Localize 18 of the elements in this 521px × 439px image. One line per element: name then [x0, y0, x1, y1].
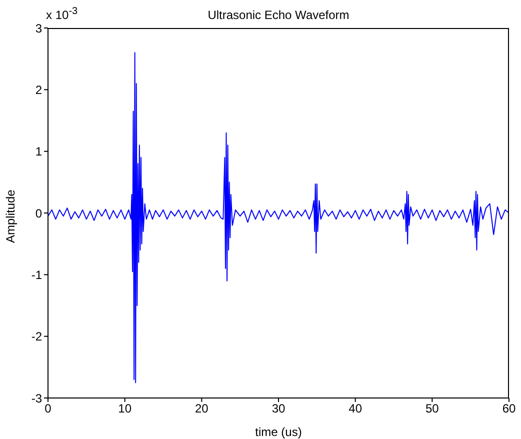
- chart-title: Ultrasonic Echo Waveform: [208, 8, 350, 22]
- y-tick-label: 1: [35, 144, 42, 159]
- x-tick-label: 60: [502, 402, 516, 416]
- y-tick-label: -3: [31, 391, 42, 406]
- x-tick-label: 0: [44, 402, 52, 416]
- y-tick-label: 3: [35, 21, 42, 36]
- text: x 10$^{-3}$: [46, 6, 78, 22]
- x-tick-label: 20: [194, 402, 209, 416]
- x-tick-label: 50: [425, 402, 440, 416]
- y-tick-label: -2: [31, 330, 42, 344]
- x-axis-title: time (us): [255, 425, 302, 439]
- x-tick-label: 30: [272, 402, 286, 416]
- y-tick-label: 2: [35, 82, 42, 97]
- x-tick-label: 10: [118, 402, 132, 416]
- y-tick-label: 0: [35, 206, 42, 220]
- y-axis-title: Amplitude: [3, 189, 18, 243]
- x-tick-label: 40: [348, 402, 362, 416]
- y-tick-label: -1: [31, 268, 42, 282]
